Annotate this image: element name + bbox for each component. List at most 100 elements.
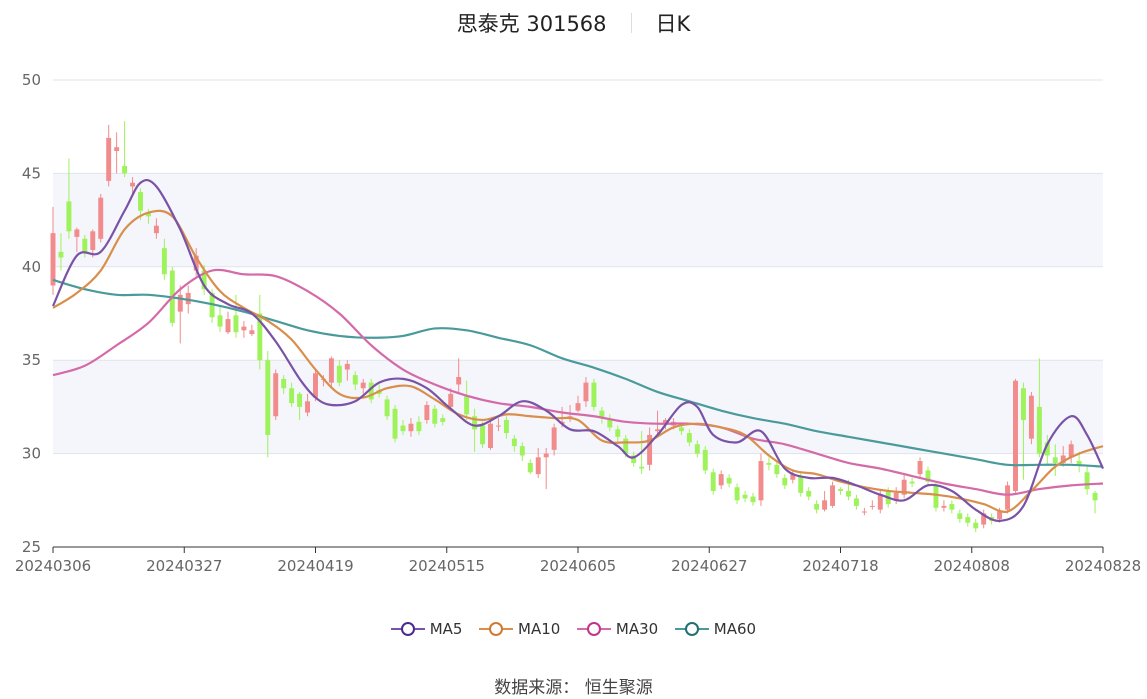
candle-body: [631, 455, 637, 463]
candle-body: [217, 315, 223, 327]
candle-body: [766, 462, 772, 465]
candle-body: [241, 326, 247, 331]
candle-body: [273, 373, 279, 417]
candle-body: [838, 489, 843, 491]
y-axis: 25 30 35 40 45 50: [22, 71, 41, 556]
candle-body: [145, 212, 151, 217]
candle-body: [822, 500, 828, 510]
candle-body: [503, 419, 509, 434]
candle-body: [257, 313, 263, 361]
candle-body: [981, 513, 987, 525]
candle-body: [702, 449, 708, 471]
x-tick-label: 20240627: [671, 557, 747, 575]
candle-body: [583, 382, 589, 402]
candle-body: [845, 490, 851, 497]
candle-body: [225, 319, 231, 333]
candle-body: [965, 517, 971, 523]
candle-body: [511, 438, 517, 447]
x-tick-label: 20240306: [15, 557, 91, 575]
legend-item-ma30[interactable]: MA30: [577, 620, 658, 638]
candle-body: [344, 363, 350, 370]
candle-body: [281, 378, 287, 389]
candle-body: [66, 201, 72, 232]
candle-body: [289, 388, 295, 404]
x-tick-label: 20240419: [277, 557, 353, 575]
legend-label: MA10: [518, 620, 561, 638]
legend-item-ma10[interactable]: MA10: [479, 620, 560, 638]
ma60-line: [52, 278, 1104, 468]
candle-body: [265, 360, 271, 435]
candle-body: [448, 393, 454, 407]
candle-body: [615, 429, 621, 437]
candle-body: [535, 457, 541, 475]
candle-body: [861, 511, 867, 513]
candle-body: [694, 444, 700, 454]
x-tick-label: 20240828: [1065, 557, 1141, 575]
candle-body: [114, 147, 120, 151]
candle-body: [575, 403, 581, 411]
candle-body: [901, 479, 907, 495]
candle-body: [623, 438, 629, 454]
candle-body: [774, 464, 780, 475]
x-tick-label: 20240515: [409, 557, 485, 575]
legend-label: MA30: [615, 620, 659, 638]
candle-body: [599, 410, 605, 419]
candle-body: [480, 425, 486, 445]
candle-body: [718, 474, 724, 486]
candle-body: [758, 461, 764, 501]
candle-body: [853, 498, 859, 506]
candle-body: [742, 494, 748, 499]
y-tick-label: 35: [22, 351, 41, 369]
candle-body: [440, 418, 446, 422]
candle-body: [957, 513, 963, 519]
candle-body: [543, 453, 549, 458]
candle-body: [400, 425, 406, 432]
candle-body: [917, 461, 923, 475]
legend-item-ma5[interactable]: MA5: [390, 620, 462, 638]
candle-body: [249, 330, 255, 335]
y-tick-label: 45: [22, 164, 41, 182]
candle-body: [527, 462, 533, 473]
candle-body: [949, 504, 955, 510]
candle-body: [734, 487, 740, 501]
candle-body: [161, 248, 167, 275]
candle-body: [1076, 461, 1082, 465]
data-source: 数据来源： 恒生聚源: [494, 678, 653, 698]
candle-body: [185, 292, 191, 305]
candle-body: [1068, 444, 1074, 458]
stock-name: 思泰克 301568: [456, 12, 607, 36]
candle-body: [607, 419, 613, 428]
candle-body: [519, 446, 525, 456]
legend: MA5 MA10 MA30 MA60: [0, 620, 1147, 638]
candle-body: [201, 270, 207, 290]
candle-body: [997, 511, 1003, 519]
candle-body: [663, 419, 668, 424]
candle-body: [814, 504, 820, 510]
candle-body: [456, 377, 462, 385]
candle-body: [1013, 380, 1018, 491]
candle-body: [233, 315, 239, 333]
candle-body: [1084, 472, 1090, 490]
candle-body: [392, 408, 398, 439]
candle-body: [806, 490, 812, 497]
candle-body: [893, 492, 899, 501]
plot-band: [53, 173, 1103, 267]
candle-body: [368, 382, 374, 400]
x-tick-label: 20240327: [146, 557, 222, 575]
candle-body: [464, 395, 470, 415]
candle-body: [647, 434, 653, 465]
candle-body: [1092, 492, 1098, 501]
period-label: 日K: [655, 12, 691, 36]
candle-body: [360, 382, 366, 389]
candle-body: [551, 427, 557, 450]
legend-item-ma60[interactable]: MA60: [674, 620, 757, 638]
y-tick-label: 40: [22, 258, 41, 276]
candle-body: [1028, 395, 1034, 439]
candles: [50, 121, 1098, 533]
candle-body: [798, 476, 804, 493]
legend-label: MA60: [713, 620, 757, 638]
candle-body: [74, 229, 80, 237]
candle-body: [1005, 485, 1011, 510]
ma-lines: [52, 178, 1104, 522]
